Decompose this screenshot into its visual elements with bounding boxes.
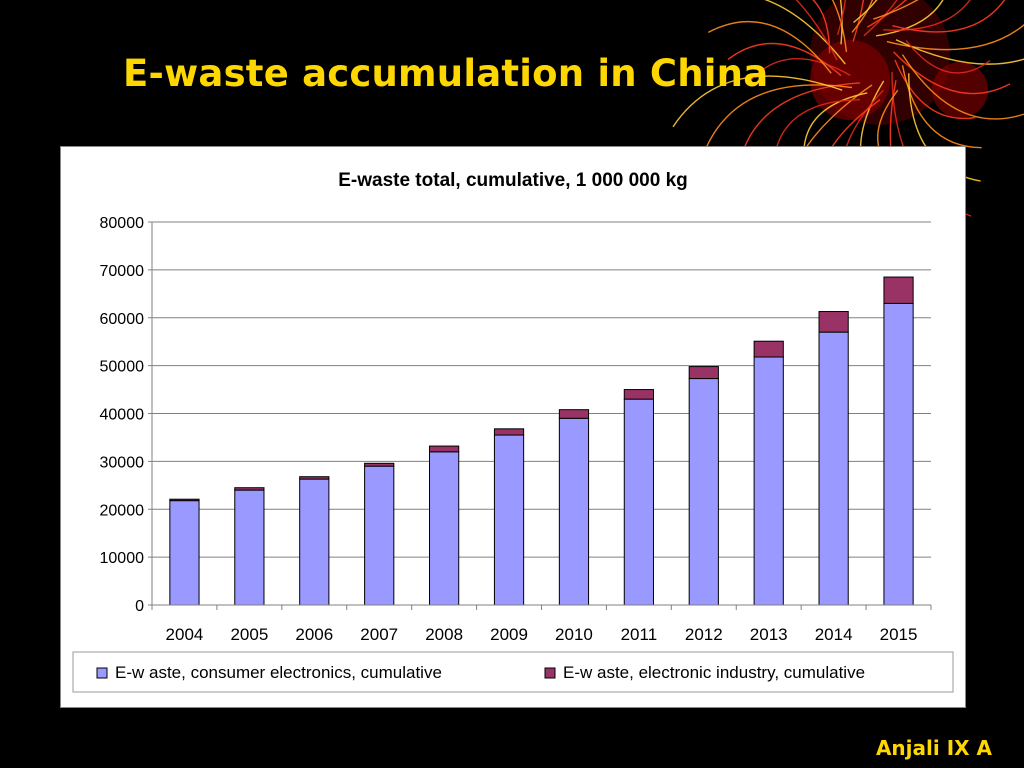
y-tick-label: 20000	[100, 502, 145, 519]
bar-consumer-2009	[493, 434, 525, 606]
bar-consumer-2013	[753, 356, 784, 606]
decor-swirl-line	[839, 0, 843, 45]
bar-industry-2012	[688, 366, 719, 380]
decor-swirl-line	[836, 0, 846, 35]
decor-swirl-line	[707, 20, 832, 74]
decor-swirl-line	[812, 0, 831, 54]
bar-industry-2006	[299, 476, 330, 480]
decor-swirl-line	[853, 0, 878, 24]
x-tick-label: 2008	[425, 625, 463, 644]
y-tick-label: 80000	[100, 215, 145, 232]
x-tick-label: 2015	[880, 625, 918, 644]
bar-consumer-2010	[558, 417, 590, 606]
decor-swirl-line	[892, 0, 1006, 33]
bar-consumer-2011	[623, 398, 654, 606]
bar-consumer-2004	[169, 500, 200, 606]
decor-swirl-line	[672, 75, 843, 128]
footer-author: Anjali IX A	[875, 736, 992, 760]
bar-industry-2014	[818, 311, 849, 333]
bar-consumer-2007	[364, 465, 395, 606]
decor-glow	[932, 62, 988, 118]
decor-swirl-line	[831, 0, 848, 52]
decor-swirl-line	[905, 40, 991, 74]
decor-swirl-line	[875, 0, 944, 37]
x-tick-label: 2006	[295, 625, 333, 644]
decor-swirl-line	[727, 42, 842, 77]
decor-swirl-line	[894, 59, 976, 120]
decor-swirl-line	[852, 0, 865, 42]
bar-consumer-2012	[688, 378, 719, 606]
chart-title: E-waste total, cumulative, 1 000 000 kg	[338, 170, 688, 191]
decor-swirl-line	[751, 58, 851, 80]
y-tick-label: 40000	[100, 407, 145, 424]
bar-industry-2007	[364, 462, 395, 467]
legend-swatch-industry	[544, 667, 556, 679]
bar-industry-2010	[558, 409, 590, 419]
decor-glow	[810, 40, 890, 120]
x-tick-label: 2013	[750, 625, 788, 644]
x-tick-label: 2010	[555, 625, 593, 644]
y-tick-label: 70000	[100, 263, 145, 280]
bar-industry-2011	[623, 389, 654, 400]
chart-gridlines	[152, 221, 931, 606]
legend-label-consumer: E-w aste, consumer electronics, cumulati…	[115, 663, 442, 682]
x-tick-label: 2012	[685, 625, 723, 644]
x-tick-label: 2004	[166, 625, 204, 644]
y-tick-label: 0	[135, 598, 144, 615]
decor-swirl-line	[863, 0, 898, 37]
legend-label-industry: E-w aste, electronic industry, cumulativ…	[563, 663, 865, 682]
decor-swirl-line	[795, 0, 838, 61]
bar-consumer-2015	[883, 302, 914, 606]
y-tick-label: 60000	[100, 311, 145, 328]
y-axis: 0 10000 20000 30000 40000 50000 60000 70000 8000…	[100, 215, 153, 615]
decor-swirl-line	[901, 54, 1024, 120]
decor-swirl-line	[893, 51, 1011, 95]
decor-swirl-line	[901, 65, 982, 149]
bar-industry-2009	[493, 428, 525, 436]
chart-legend: E-w aste, consumer electronics, cumulati…	[72, 651, 954, 693]
bar-consumer-2008	[429, 451, 460, 606]
slide-title: E-waste accumulation in China	[123, 52, 769, 95]
chart-panel: E-waste total, cumulative, 1 000 000 kg …	[60, 146, 966, 708]
bar-consumer-2006	[299, 478, 330, 606]
x-tick-label: 2011	[621, 625, 658, 644]
bar-industry-2004	[169, 498, 200, 502]
decor-swirl-line	[883, 0, 971, 31]
x-tick-label: 2005	[230, 625, 268, 644]
bar-industry-2008	[429, 445, 460, 453]
y-tick-label: 10000	[100, 550, 145, 567]
x-tick-label: 2009	[490, 625, 528, 644]
decor-swirl-line	[895, 39, 1024, 65]
y-tick-label: 50000	[100, 359, 145, 376]
x-tick-label: 2007	[360, 625, 398, 644]
legend-swatch-consumer	[96, 667, 108, 679]
decor-swirl-line	[873, 0, 919, 20]
bar-consumer-2005	[234, 489, 265, 606]
bar-industry-2005	[234, 487, 265, 491]
bar-chart: E-waste total, cumulative, 1 000 000 kg …	[72, 170, 954, 693]
x-axis: 2004 2005 2006 2007 2008 2009 2010 2011 2012 2013…	[151, 604, 932, 644]
decor-swirl-line	[851, 0, 873, 33]
bar-industry-2015	[883, 276, 914, 304]
bar-consumer-2014	[818, 331, 849, 606]
x-tick-label: 2014	[815, 625, 853, 644]
chart-bars	[169, 276, 914, 606]
y-tick-label: 30000	[100, 454, 145, 471]
bar-industry-2013	[753, 340, 784, 358]
